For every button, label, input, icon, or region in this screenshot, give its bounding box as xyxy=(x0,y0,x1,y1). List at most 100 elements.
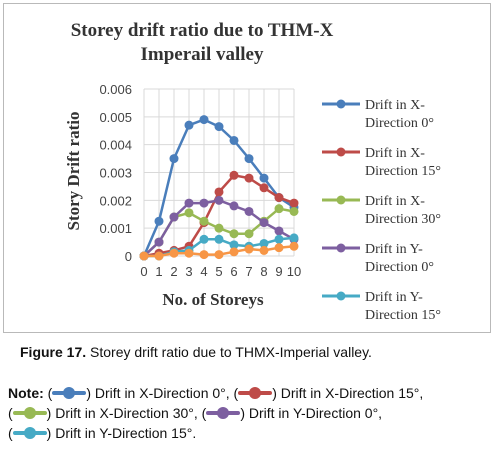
data-point xyxy=(199,115,209,125)
legend-label-line-2: Direction 0° xyxy=(365,116,434,131)
legend-label-line-1: Drift in Y- xyxy=(365,290,423,305)
x-tick-label: 9 xyxy=(275,264,282,279)
data-point xyxy=(139,251,149,261)
data-point xyxy=(229,229,239,239)
data-point xyxy=(274,226,284,236)
data-point xyxy=(184,120,194,130)
x-tick-label: 8 xyxy=(260,264,267,279)
data-point xyxy=(259,183,269,193)
legend-marker xyxy=(336,147,346,157)
data-point xyxy=(154,237,164,247)
series-x0-symbol-icon xyxy=(52,386,87,400)
y-tick-label: 0 xyxy=(125,249,132,264)
y-tick-label: 0.005 xyxy=(99,110,132,125)
data-point xyxy=(274,193,284,203)
data-point xyxy=(214,234,224,244)
legend-marker xyxy=(336,243,346,253)
legend-marker xyxy=(336,99,346,109)
data-point xyxy=(289,233,299,243)
data-point xyxy=(244,229,254,239)
x-tick-label: 4 xyxy=(200,264,207,279)
data-point xyxy=(199,198,209,208)
legend-label-line-2: Direction 0° xyxy=(365,260,434,275)
data-point xyxy=(214,187,224,197)
data-point xyxy=(184,208,194,218)
y-tick-label: 0.003 xyxy=(99,166,132,181)
data-point xyxy=(214,223,224,233)
series-group xyxy=(139,115,299,261)
data-point xyxy=(274,204,284,214)
data-point xyxy=(169,154,179,164)
y-tick-label: 0.002 xyxy=(99,193,132,208)
chart-frame: Storey drift ratio due to THM-X Imperail… xyxy=(3,3,491,333)
legend-label-line-2: Direction 15° xyxy=(365,164,441,179)
note-item-1: ) Drift in X-Direction 0°, ( xyxy=(86,385,239,401)
data-point xyxy=(274,243,284,253)
x-tick-label: 5 xyxy=(215,264,222,279)
figure-caption-text: Storey drift ratio due to THMX-Imperial … xyxy=(86,344,372,360)
figure-note: Note: () Drift in X-Direction 0°, () Dri… xyxy=(8,385,424,441)
y-tick-label: 0.006 xyxy=(99,82,132,97)
data-point xyxy=(259,173,269,183)
data-point xyxy=(169,212,179,222)
chart-title-line-1: Storey drift ratio due to THM-X xyxy=(71,20,334,41)
data-point xyxy=(259,218,269,228)
legend-marker xyxy=(336,291,346,301)
series-6 xyxy=(139,241,299,261)
y-tick-label: 0.004 xyxy=(99,138,132,153)
data-point xyxy=(214,195,224,205)
data-point xyxy=(244,154,254,164)
chart-title-line-2: Imperail valley xyxy=(141,44,264,65)
x-tick-label: 7 xyxy=(245,264,252,279)
data-point xyxy=(199,216,209,226)
note-label: Note: xyxy=(8,385,44,401)
x-tick-labels: 0 1 2 3 4 5 6 7 8 9 10 xyxy=(140,264,301,279)
data-point xyxy=(154,251,164,261)
x-axis-title: No. of Storeys xyxy=(162,290,264,309)
data-point xyxy=(199,250,209,260)
series-x15-symbol-icon xyxy=(238,386,273,400)
x-tick-label: 3 xyxy=(185,264,192,279)
note-item-4: ) Drift in Y-Direction 0°, xyxy=(240,405,383,421)
legend-label-line-1: Drift in X- xyxy=(365,194,425,209)
data-point xyxy=(154,216,164,226)
data-point xyxy=(289,198,299,208)
legend-label-line-1: Drift in X- xyxy=(365,98,425,113)
x-tick-label: 10 xyxy=(287,264,301,279)
series-x30-symbol-icon xyxy=(12,406,47,420)
data-point xyxy=(229,170,239,180)
data-point xyxy=(289,241,299,251)
x-tick-label: 1 xyxy=(155,264,162,279)
data-point xyxy=(259,245,269,255)
data-point xyxy=(274,234,284,244)
data-point xyxy=(289,206,299,216)
data-point xyxy=(169,248,179,258)
data-point xyxy=(184,198,194,208)
data-point xyxy=(199,234,209,244)
x-tick-label: 0 xyxy=(140,264,147,279)
data-point xyxy=(229,240,239,250)
legend: Drift in X- Direction 0° Drift in X- Direct… xyxy=(322,98,441,323)
data-point xyxy=(214,250,224,260)
data-point xyxy=(229,135,239,145)
legend-label-line-2: Direction 15° xyxy=(365,308,441,323)
y-tick-label: 0.001 xyxy=(99,221,132,236)
data-point xyxy=(259,238,269,248)
legend-marker xyxy=(336,195,346,205)
legend-label-line-1: Drift in X- xyxy=(365,146,425,161)
data-point xyxy=(244,206,254,216)
series-1 xyxy=(139,115,299,261)
x-tick-label: 2 xyxy=(170,264,177,279)
y-axis-title: Story Drift ratio xyxy=(64,112,83,231)
note-item-2: ) Drift in X-Direction 15°, xyxy=(272,385,424,401)
data-point xyxy=(184,248,194,258)
series-y0-symbol-icon xyxy=(206,406,241,420)
data-point xyxy=(244,244,254,254)
note-item-5: ) Drift in Y-Direction 15°. xyxy=(46,425,197,441)
data-point xyxy=(214,122,224,132)
legend-label-line-2: Direction 30° xyxy=(365,212,441,227)
data-point xyxy=(244,173,254,183)
y-tick-labels: 0 0.001 0.002 0.003 0.004 0.005 0.006 xyxy=(99,82,132,264)
legend-label-line-1: Drift in Y- xyxy=(365,242,423,257)
note-item-3: ) Drift in X-Direction 30°, ( xyxy=(46,405,207,421)
